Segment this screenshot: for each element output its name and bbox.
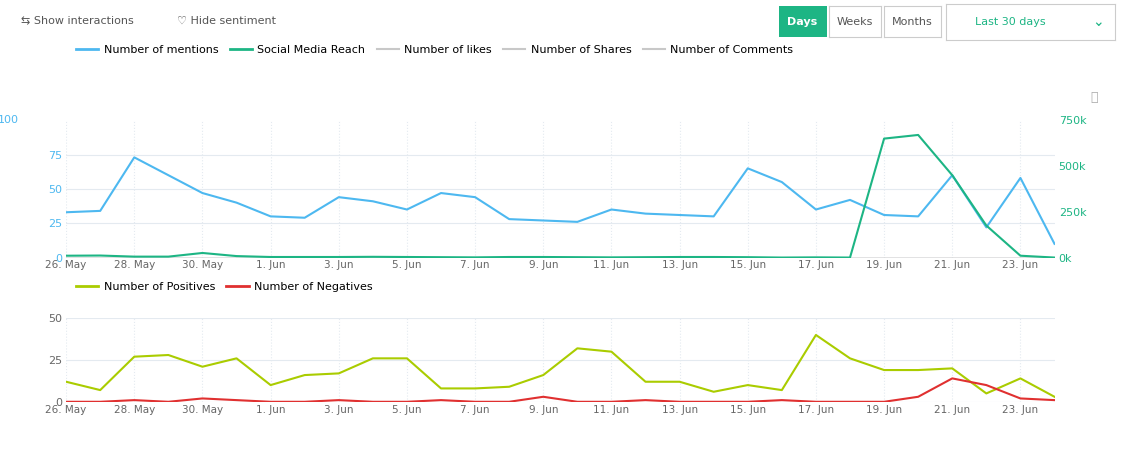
Text: Last 30 days: Last 30 days xyxy=(975,17,1045,27)
Text: ⌄: ⌄ xyxy=(1092,15,1104,29)
Text: ⇆ Show interactions: ⇆ Show interactions xyxy=(21,15,133,25)
Legend: Number of mentions, Social Media Reach, Number of likes, Number of Shares, Numbe: Number of mentions, Social Media Reach, … xyxy=(72,41,798,59)
Text: Days: Days xyxy=(788,17,817,27)
Text: ⓘ: ⓘ xyxy=(1091,91,1098,104)
Text: ♡ Hide sentiment: ♡ Hide sentiment xyxy=(177,15,276,25)
Text: 100: 100 xyxy=(0,115,18,125)
Text: Weeks: Weeks xyxy=(837,17,873,27)
Text: Months: Months xyxy=(891,17,933,27)
Legend: Number of Positives, Number of Negatives: Number of Positives, Number of Negatives xyxy=(72,278,377,297)
